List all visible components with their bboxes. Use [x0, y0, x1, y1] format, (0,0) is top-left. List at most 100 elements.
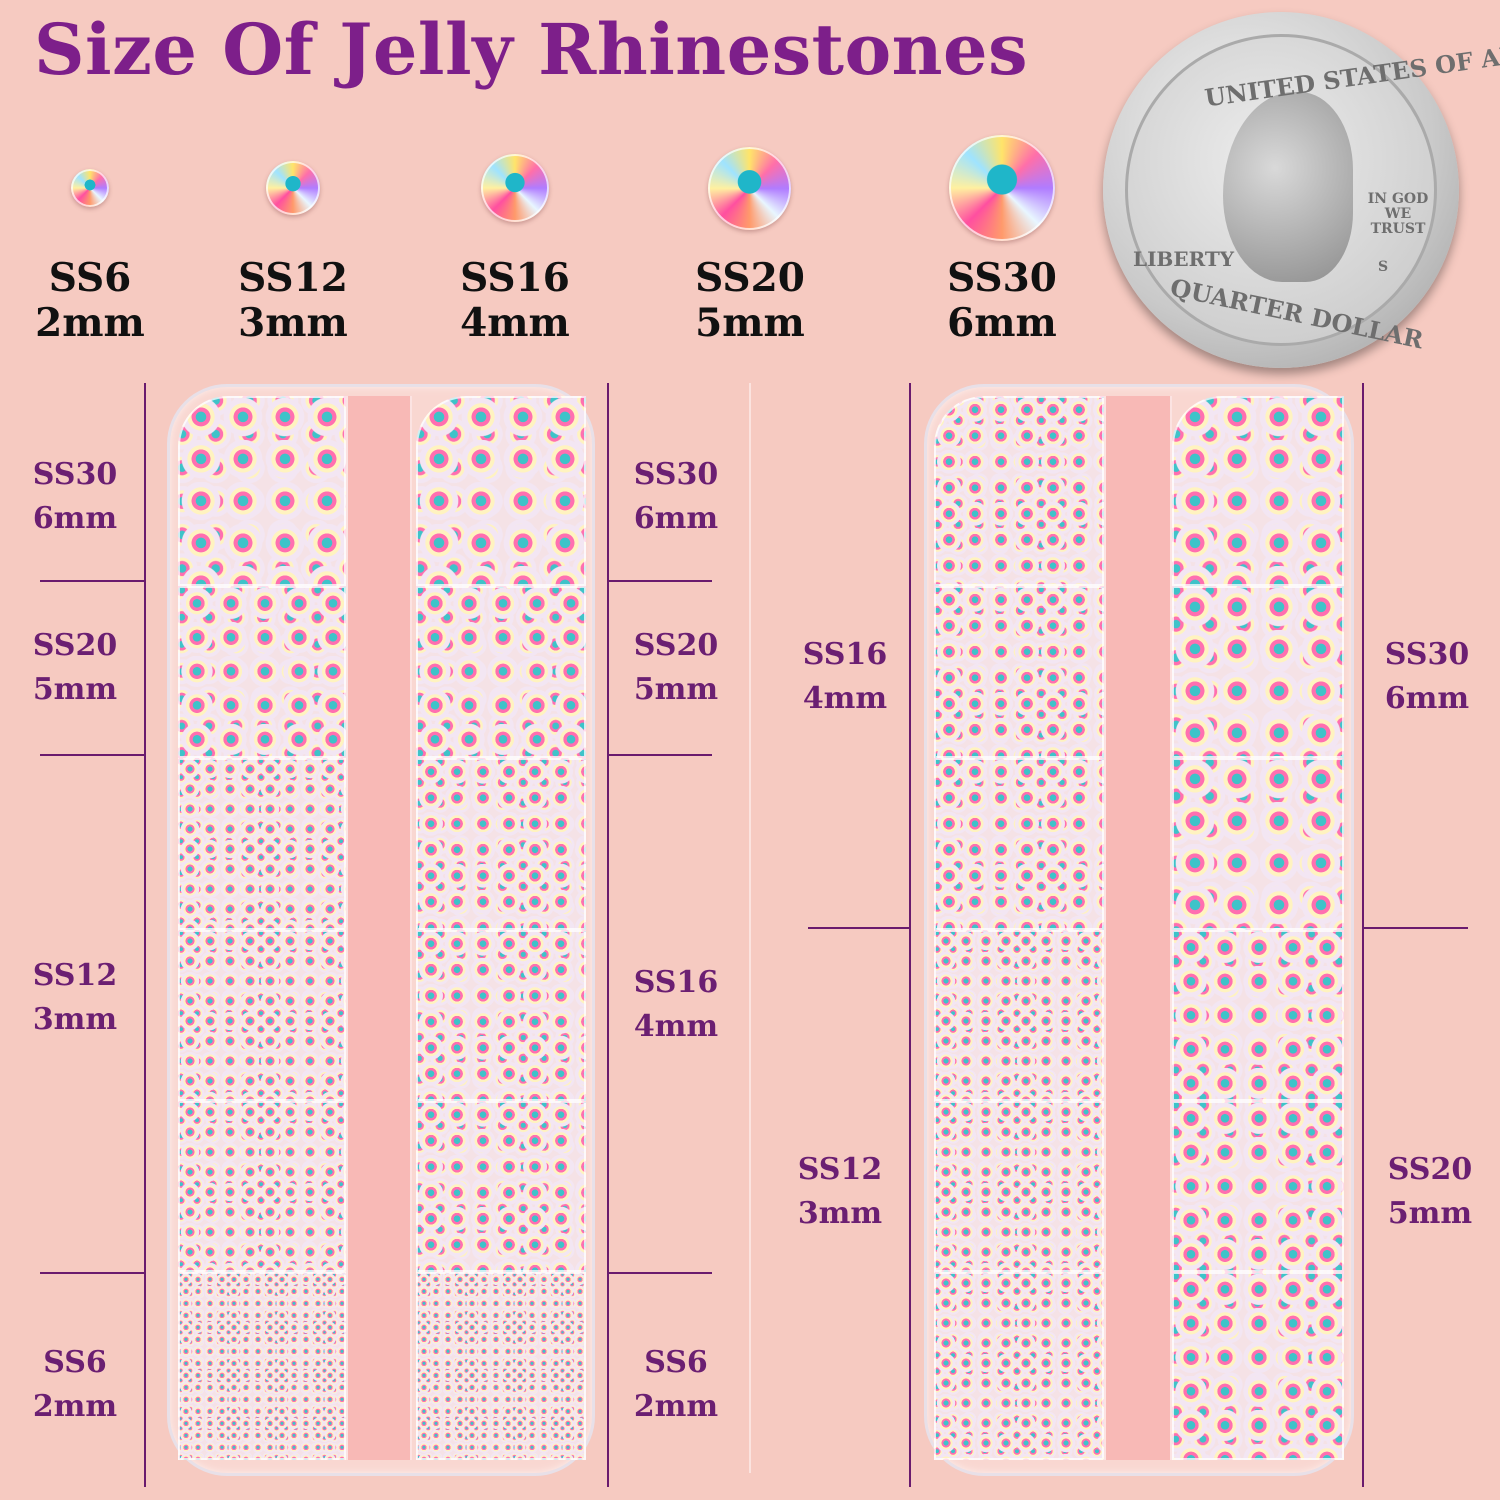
rhinestone-ss12 [266, 161, 320, 215]
compartment-label: SS30 6mm [1367, 633, 1487, 721]
rhinestone-ss20 [708, 147, 791, 230]
size-label: SS16 4mm [415, 256, 615, 346]
rhinestone-compartment [934, 758, 1104, 930]
bracket-line [144, 383, 146, 1487]
label-text: SS20 [1387, 1152, 1473, 1187]
size-label: SS20 5mm [650, 256, 850, 346]
rhinestone-compartment [416, 1272, 586, 1460]
compartment-label: SS16 4mm [616, 961, 736, 1049]
compartment-label: SS30 6mm [15, 453, 135, 541]
washington-portrait [1223, 92, 1353, 282]
rhinestone-compartment [1172, 758, 1344, 930]
label-text: SS6 [644, 1345, 708, 1380]
size-ss: SS6 [48, 255, 132, 301]
coin-top-text: UNITED STATES OF AMERICA [1202, 26, 1500, 113]
label-text: SS12 [32, 958, 118, 993]
coin-mint: S [1378, 259, 1389, 275]
coin-face: UNITED STATES OF AMERICA IN GOD WE TRUST… [1125, 27, 1500, 354]
rhinestone-compartment [178, 1272, 346, 1460]
rhinestone-compartment [1172, 396, 1344, 586]
page-title: Size Of Jelly Rhinestones [34, 8, 1029, 91]
rhinestone-compartment [416, 758, 586, 930]
label-text: SS16 [633, 965, 719, 1000]
bracket-tick [607, 754, 712, 756]
size-mm: 2mm [35, 300, 145, 346]
size-mm: 3mm [238, 300, 348, 346]
size-mm: 5mm [695, 300, 805, 346]
rhinestone-compartment [178, 758, 346, 930]
separator-line [749, 383, 751, 1473]
size-label: SS12 3mm [193, 256, 393, 346]
bracket-tick [40, 754, 145, 756]
label-text: 6mm [32, 501, 118, 536]
rhinestone-compartment [934, 1101, 1104, 1272]
label-text: SS20 [32, 628, 118, 663]
bracket-tick [607, 580, 712, 582]
compartment-label: SS6 2mm [616, 1341, 736, 1429]
label-text: SS30 [32, 457, 118, 492]
label-text: 5mm [1387, 1196, 1473, 1231]
rhinestone-compartment [416, 1101, 586, 1272]
label-text: 6mm [633, 501, 719, 536]
compartment-label: SS12 3mm [15, 954, 135, 1042]
label-text: SS20 [633, 628, 719, 663]
rhinestone-ss16 [481, 154, 549, 222]
size-mm: 6mm [947, 300, 1057, 346]
coin-motto: IN GOD WE TRUST [1367, 191, 1429, 237]
rhinestone-compartment [1172, 1272, 1344, 1460]
label-text: 6mm [1384, 681, 1470, 716]
label-text: 2mm [633, 1389, 719, 1424]
bracket-tick [1362, 927, 1468, 929]
tray-divider [1104, 396, 1172, 1460]
label-text: SS6 [43, 1345, 107, 1380]
compartment-label: SS16 4mm [785, 633, 905, 721]
coin-liberty: LIBERTY [1133, 247, 1234, 271]
rhinestone-compartment [934, 1272, 1104, 1460]
rhinestone-compartment [934, 586, 1104, 758]
compartment-label: SS6 2mm [15, 1341, 135, 1429]
label-text: SS12 [797, 1152, 883, 1187]
quarter-coin-image: UNITED STATES OF AMERICA IN GOD WE TRUST… [1103, 12, 1500, 368]
label-text: SS16 [802, 637, 888, 672]
rhinestone-compartment [416, 930, 586, 1101]
rhinestone-compartment [178, 930, 346, 1101]
label-text: 3mm [797, 1196, 883, 1231]
size-label: SS30 6mm [902, 256, 1102, 346]
rhinestone-compartment [178, 1101, 346, 1272]
label-text: 5mm [32, 672, 118, 707]
bracket-tick [808, 927, 910, 929]
size-label: SS6 2mm [0, 256, 190, 346]
size-mm: 4mm [460, 300, 570, 346]
rhinestone-compartment [178, 396, 346, 586]
bracket-tick [607, 1272, 712, 1274]
bracket-line [1362, 383, 1364, 1487]
compartment-label: SS20 5mm [15, 624, 135, 712]
size-ss: SS16 [460, 255, 570, 301]
label-text: 4mm [802, 681, 888, 716]
label-text: 3mm [32, 1002, 118, 1037]
rhinestone-compartment [934, 930, 1104, 1101]
bracket-line [909, 383, 911, 1487]
label-text: 5mm [633, 672, 719, 707]
coin-bottom-text: QUARTER DOLLAR [1167, 272, 1426, 355]
compartment-label: SS12 3mm [780, 1148, 900, 1236]
rhinestone-compartment [416, 586, 586, 758]
label-text: 4mm [633, 1009, 719, 1044]
bracket-tick [40, 1272, 145, 1274]
rhinestone-compartment [1172, 930, 1344, 1101]
label-text: 2mm [32, 1389, 118, 1424]
size-ss: SS20 [695, 255, 805, 301]
rhinestone-compartment [934, 396, 1104, 586]
size-ss: SS30 [947, 255, 1057, 301]
size-ss: SS12 [238, 255, 348, 301]
bracket-line [607, 383, 609, 1487]
rhinestone-compartment [1172, 1101, 1344, 1272]
label-text: SS30 [633, 457, 719, 492]
rhinestone-compartment [1172, 586, 1344, 758]
compartment-label: SS20 5mm [1370, 1148, 1490, 1236]
rhinestone-ss30 [949, 135, 1055, 241]
tray-divider [346, 396, 412, 1460]
rhinestone-compartment [178, 586, 346, 758]
label-text: SS30 [1384, 637, 1470, 672]
compartment-label: SS20 5mm [616, 624, 736, 712]
